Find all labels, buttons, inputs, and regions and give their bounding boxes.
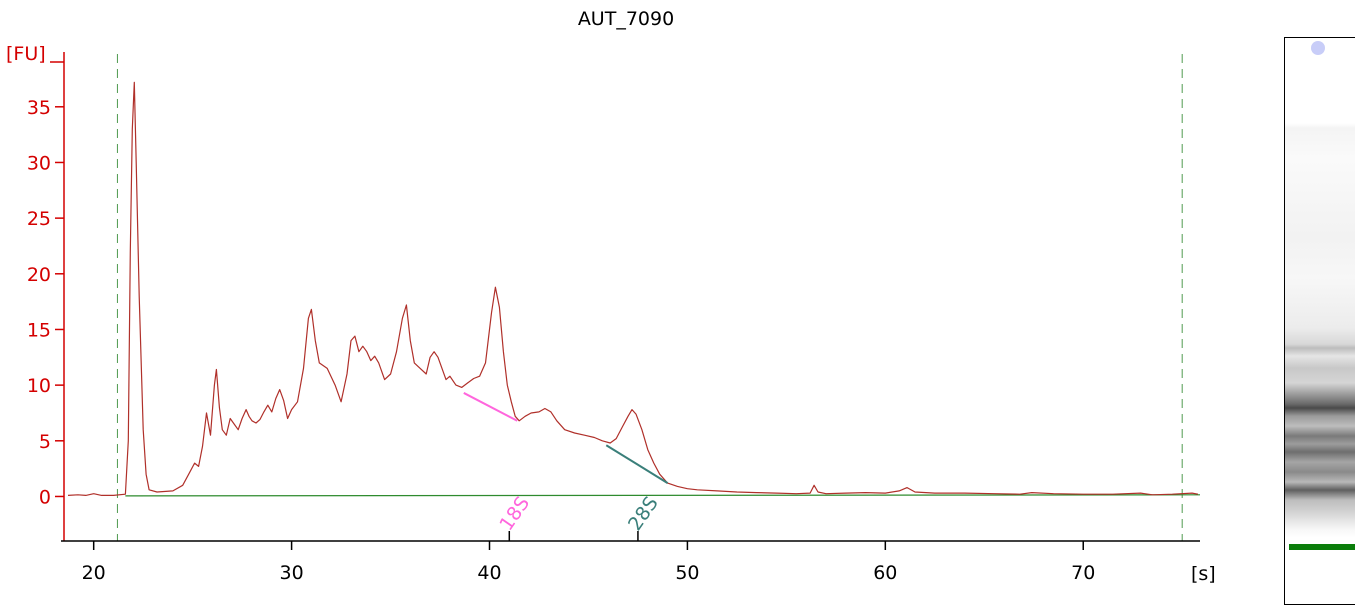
x-tick-label-70: 70 (1071, 562, 1095, 584)
y-tick-label-5: 5 (39, 431, 51, 453)
baseline (125, 494, 1201, 497)
y-tick-label-35: 35 (27, 97, 51, 119)
vertical-markers (116, 54, 1183, 541)
x-axis-unit-label: [s] (1191, 563, 1216, 585)
y-tick-label-20: 20 (27, 264, 51, 286)
y-tick-label-0: 0 (39, 486, 51, 508)
gel-lane-image (1284, 37, 1355, 605)
x-tick-label-40: 40 (477, 562, 501, 584)
chart-title: AUT_7090 (578, 8, 674, 30)
region-28s-line (605, 444, 669, 484)
trace-line-0 (67, 81, 1199, 496)
x-tick-label-50: 50 (675, 562, 699, 584)
baseline-line (125, 494, 1201, 497)
x-tick-label-30: 30 (280, 562, 304, 584)
trace-series (67, 81, 1199, 496)
y-tick-label-10: 10 (27, 375, 51, 397)
y-tick-label-25: 25 (27, 208, 51, 230)
y-tick-label-30: 30 (27, 152, 51, 174)
region-18s-line (463, 392, 518, 422)
x-tick-label-20: 20 (82, 562, 106, 584)
region-18s-label: 18S (495, 493, 534, 535)
peak-regions: 18S 28S (463, 392, 669, 535)
region-28s-label: 28S (624, 493, 663, 535)
gel-lower-marker-band (1289, 544, 1355, 550)
y-axis-unit-label: [FU] (6, 43, 46, 65)
gel-upper-marker-dot (1311, 41, 1325, 55)
axes: 0 5 10 15 20 25 30 35 20 30 40 50 60 70 (27, 52, 1200, 584)
x-tick-label-60: 60 (873, 562, 897, 584)
y-tick-label-15: 15 (27, 319, 51, 341)
